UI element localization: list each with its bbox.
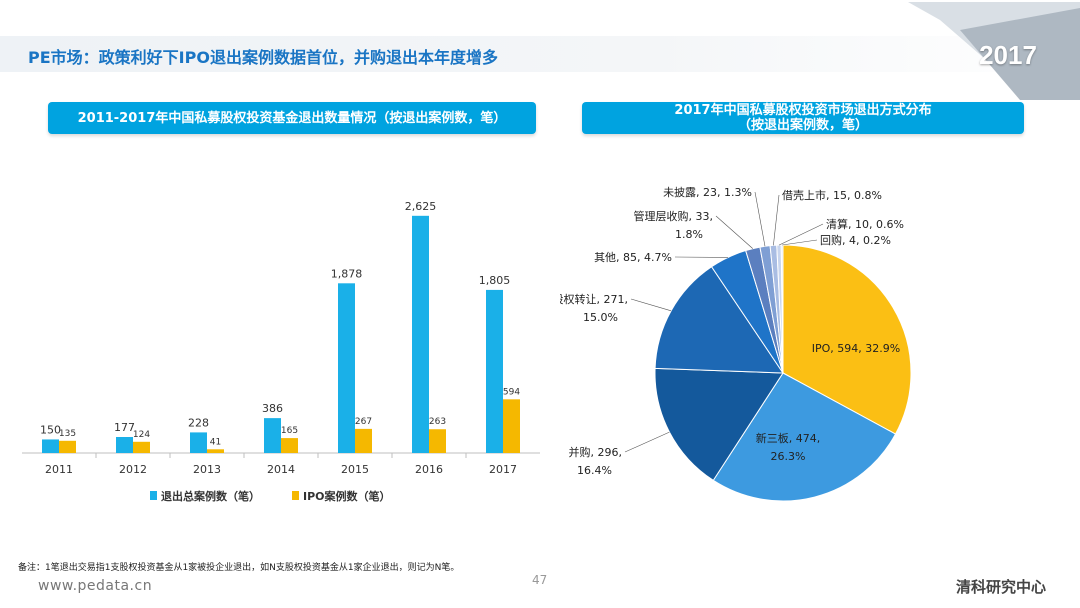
year-badge: 2017 (979, 40, 1037, 70)
bar-total-exits (412, 215, 429, 453)
pie-chart: IPO, 594, 32.9% 新三板, 474, 26.3% 并购, 296, 16.… (560, 185, 912, 502)
bar-chart-title-text: 2011-2017年中国私募股权投资基金退出数量情况（按退出案例数，笔） (77, 110, 507, 126)
pie-leader-line (624, 431, 670, 453)
footnote: 备注：1笔退出交易指1支股权投资基金从1家被投企业退出，如N支股权投资基金从1家… (18, 563, 460, 573)
bar-ipo-label: 124 (133, 430, 150, 440)
x-tick-label: 2014 (267, 463, 295, 476)
x-tick-label: 2017 (489, 463, 517, 476)
pie-label: 其他, 85, 4.7% (594, 251, 672, 264)
pie-slice (654, 266, 784, 374)
bar-ipo-exits (207, 449, 224, 453)
x-tick-label: 2015 (341, 463, 369, 476)
bar-ipo-exits (281, 438, 298, 453)
bar-total-exits (190, 432, 207, 453)
pie-label: 借壳上市, 15, 0.8% (782, 188, 882, 202)
bar-total-label: 2,625 (405, 200, 437, 213)
bar-total-label: 1,805 (479, 274, 511, 287)
bar-ipo-label: 267 (355, 417, 372, 427)
bar-total-label: 228 (188, 416, 209, 429)
pie-leader-line (773, 194, 780, 246)
page-title: PE市场：政策利好下IPO退出案例数据首位，并购退出本年度增多 (28, 48, 498, 67)
legend-swatch (150, 491, 157, 500)
bar-ipo-label: 165 (281, 426, 298, 436)
corner-shape-dark (960, 8, 1080, 100)
bar-total-label: 150 (40, 423, 61, 436)
pie-label-percent: 16.4% (577, 464, 612, 477)
pie-leader-line (630, 298, 672, 312)
bar-total-exits (116, 437, 133, 453)
pie-leader-line (778, 223, 824, 246)
legend-swatch (292, 491, 299, 500)
bar-ipo-exits (503, 399, 520, 453)
bar-ipo-exits (59, 440, 76, 453)
x-tick-label: 2011 (45, 463, 73, 476)
legend-label: 退出总案例数（笔） (161, 489, 260, 503)
pie-label-percent: 1.8% (675, 228, 703, 241)
header-bar (0, 36, 1080, 72)
pie-slice (712, 372, 897, 502)
x-tick-label: 2013 (193, 463, 221, 476)
pie-chart-title-line2: （按退出案例数，笔） (737, 118, 868, 133)
x-tick-label: 2012 (119, 463, 147, 476)
bar-total-exits (264, 418, 281, 453)
bar-total-exits (42, 439, 59, 453)
pie-label: 清算, 10, 0.6% (826, 217, 904, 231)
pie-leader-line (782, 239, 818, 246)
org-name: 清科研究中心 (956, 578, 1047, 596)
pie-leader-line (715, 215, 753, 249)
pie-label: 并购, 296, (569, 445, 623, 459)
website-link[interactable]: www.pedata.cn (38, 578, 153, 594)
pie-label: 股权转让, 271, (560, 292, 628, 306)
pie-chart-title-line1: 2017年中国私募股权投资市场退出方式分布 (674, 103, 932, 118)
corner-decoration (908, 2, 1080, 100)
bar-ipo-exits (133, 441, 150, 453)
pie-leader-line (754, 191, 766, 247)
pie-label: 管理层收购, 33, (634, 209, 714, 223)
bar-ipo-exits (355, 428, 372, 453)
bar-chart-title: 2011-2017年中国私募股权投资基金退出数量情况（按退出案例数，笔） (48, 102, 536, 134)
bar-total-exits (338, 283, 355, 453)
bar-ipo-label: 263 (429, 417, 446, 427)
pie-label-percent: 26.3% (771, 450, 806, 463)
bar-total-label: 386 (262, 402, 283, 415)
bar-ipo-label: 594 (503, 387, 520, 397)
legend-label: IPO案例数（笔） (303, 489, 391, 503)
pie-chart-title: 2017年中国私募股权投资市场退出方式分布 （按退出案例数，笔） (582, 102, 1024, 134)
bar-ipo-label: 135 (59, 429, 76, 439)
page-number: 47 (532, 573, 548, 587)
x-tick-label: 2016 (415, 463, 443, 476)
bar-ipo-label: 41 (210, 437, 221, 447)
bar-total-label: 177 (114, 421, 135, 434)
bar-total-label: 1,878 (331, 267, 363, 280)
pie-slice (654, 367, 784, 482)
bar-total-exits (486, 289, 503, 453)
pie-label: 新三板, 474, (756, 431, 821, 445)
pie-label: 未披露, 23, 1.3% (663, 185, 752, 199)
pie-slice (782, 244, 912, 435)
bar-ipo-exits (429, 429, 446, 453)
pie-label-percent: 15.0% (583, 311, 618, 324)
pie-label: 回购, 4, 0.2% (820, 233, 891, 247)
pie-label: IPO, 594, 32.9% (812, 342, 900, 355)
